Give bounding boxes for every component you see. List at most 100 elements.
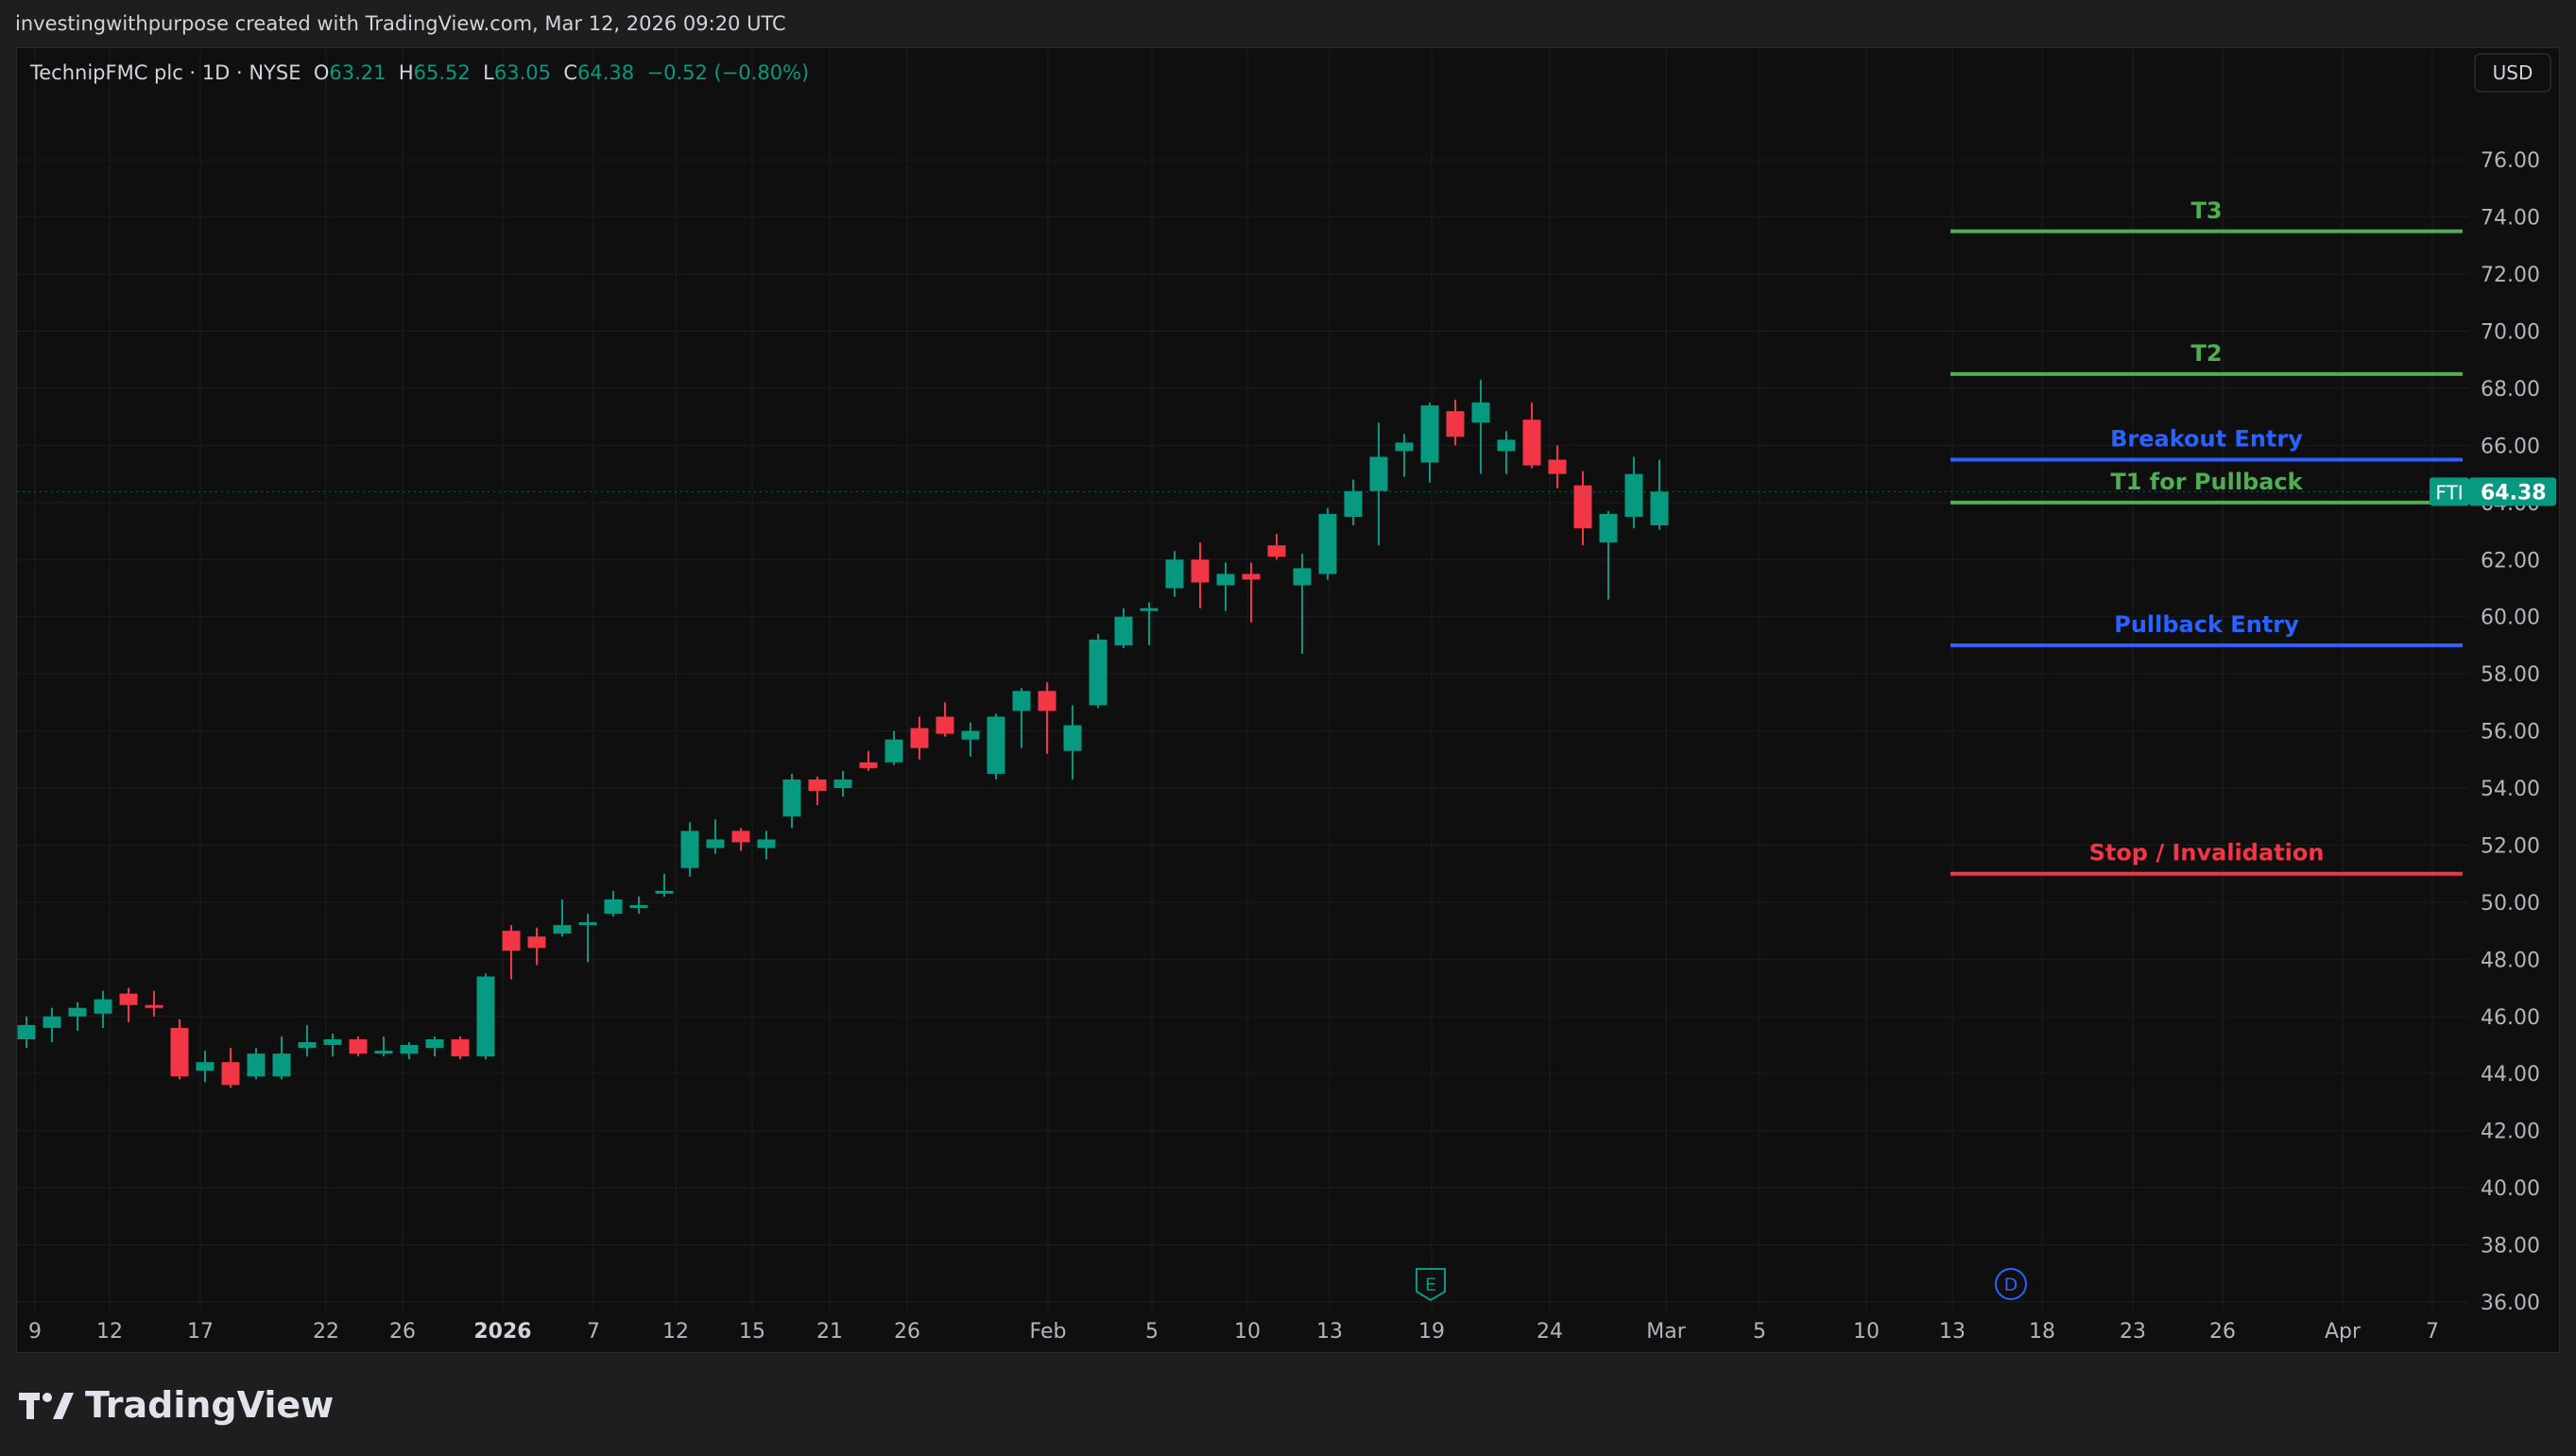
candle-body[interactable] xyxy=(94,999,112,1014)
candle-body[interactable] xyxy=(1344,490,1363,517)
candle-body[interactable] xyxy=(1599,513,1618,543)
candle-body[interactable] xyxy=(1089,639,1108,706)
time-axis-label: 21 xyxy=(816,1320,843,1344)
candle-body[interactable] xyxy=(1012,691,1031,711)
candle-body[interactable] xyxy=(196,1062,215,1071)
level-label: T3 xyxy=(2190,197,2222,224)
candle-body[interactable] xyxy=(757,839,776,848)
time-axis-label: 22 xyxy=(313,1320,339,1344)
candle-body[interactable] xyxy=(1497,439,1516,452)
candle-body[interactable] xyxy=(1395,442,1414,452)
price-axis-label: 56.00 xyxy=(2481,721,2540,745)
candle-body[interactable] xyxy=(68,1007,87,1017)
candle-body[interactable] xyxy=(1216,574,1235,586)
candle-body[interactable] xyxy=(272,1053,291,1077)
candle-body[interactable] xyxy=(349,1038,368,1054)
legend-close: 64.38 xyxy=(577,61,634,84)
price-axis-label: 52.00 xyxy=(2481,834,2540,858)
candle-body[interactable] xyxy=(731,831,750,843)
candle-body[interactable] xyxy=(833,779,852,789)
candle-body[interactable] xyxy=(1446,411,1465,437)
candle-body[interactable] xyxy=(1267,545,1286,557)
candle-body[interactable] xyxy=(425,1038,444,1049)
candle-body[interactable] xyxy=(782,779,801,817)
candle-body[interactable] xyxy=(808,779,827,792)
price-chart[interactable]: 36.00 38.00 40.00 42.00 44.00 46.00 48.00 50.00… xyxy=(17,48,2559,1352)
time-axis-label: 12 xyxy=(662,1320,689,1344)
candle-body[interactable] xyxy=(553,925,572,934)
candle-body[interactable] xyxy=(247,1053,266,1077)
time-axis-label: 19 xyxy=(1418,1320,1445,1344)
legend-change: −0.52 (−0.80%) xyxy=(646,61,809,84)
candle-body[interactable] xyxy=(451,1038,470,1057)
candle-body[interactable] xyxy=(323,1038,342,1046)
level-label: T2 xyxy=(2190,340,2222,367)
candle-body[interactable] xyxy=(859,762,878,768)
candle-body[interactable] xyxy=(961,730,980,740)
time-axis[interactable] xyxy=(17,1312,2559,1352)
candle-body[interactable] xyxy=(298,1042,317,1049)
time-axis-label: 10 xyxy=(1853,1320,1880,1344)
price-axis-label: 68.00 xyxy=(2481,378,2540,402)
candle-body[interactable] xyxy=(170,1027,189,1077)
candle-body[interactable] xyxy=(1038,691,1056,711)
time-axis-label: Feb xyxy=(1030,1320,1067,1344)
price-axis-label: 70.00 xyxy=(2481,321,2540,345)
candle-body[interactable] xyxy=(1522,420,1541,466)
candle-body[interactable] xyxy=(400,1045,419,1054)
candle-body[interactable] xyxy=(1420,405,1439,463)
candle-body[interactable] xyxy=(604,899,623,915)
candle-body[interactable] xyxy=(1114,616,1133,645)
candle-body[interactable] xyxy=(680,831,699,868)
candle-body[interactable] xyxy=(1191,559,1210,583)
candle-body[interactable] xyxy=(145,1004,163,1008)
ticker-tag-label: FTI xyxy=(2435,481,2463,504)
candle-body[interactable] xyxy=(17,1024,36,1039)
candle-body[interactable] xyxy=(1548,459,1567,474)
candle-body[interactable] xyxy=(1369,456,1388,491)
time-axis-label: 7 xyxy=(587,1320,600,1344)
candle-body[interactable] xyxy=(987,716,1005,774)
candle-body[interactable] xyxy=(884,739,903,762)
price-axis-label: 58.00 xyxy=(2481,663,2540,687)
price-axis-label: 38.00 xyxy=(2481,1235,2540,1259)
candle-body[interactable] xyxy=(119,993,138,1005)
candle-body[interactable] xyxy=(578,922,597,926)
legend-low: 63.05 xyxy=(494,61,551,84)
candle-body[interactable] xyxy=(1293,568,1312,586)
candle-body[interactable] xyxy=(43,1016,61,1028)
chart-panel[interactable]: 36.00 38.00 40.00 42.00 44.00 46.00 48.00 50.00… xyxy=(16,47,2560,1353)
earnings-marker[interactable] xyxy=(1416,1268,1446,1302)
candle-body[interactable] xyxy=(1318,513,1337,574)
candle-body[interactable] xyxy=(1471,403,1490,423)
candle-body[interactable] xyxy=(1063,725,1082,751)
tradingview-brand[interactable]: TradingView xyxy=(19,1381,334,1429)
candle-body[interactable] xyxy=(1573,485,1592,529)
candle-body[interactable] xyxy=(374,1051,393,1054)
candle-body[interactable] xyxy=(629,904,648,908)
candle-body[interactable] xyxy=(502,931,521,951)
candle-body[interactable] xyxy=(1165,559,1184,589)
currency-button[interactable] xyxy=(2474,53,2551,93)
price-axis[interactable] xyxy=(2469,48,2559,1312)
time-axis-label: 26 xyxy=(2209,1320,2236,1344)
candle-body[interactable] xyxy=(936,716,954,734)
price-axis-label: 48.00 xyxy=(2481,949,2540,972)
candle-body[interactable] xyxy=(706,839,725,848)
candle-body[interactable] xyxy=(221,1062,240,1086)
candle-body[interactable] xyxy=(1140,608,1159,611)
price-axis-label: 60.00 xyxy=(2481,607,2540,630)
candle-body[interactable] xyxy=(655,890,674,894)
legend-open: 63.21 xyxy=(329,61,386,84)
candle-body[interactable] xyxy=(1242,574,1261,580)
candle-body[interactable] xyxy=(1650,491,1669,526)
candle-body[interactable] xyxy=(1624,473,1643,517)
dividend-marker[interactable] xyxy=(1995,1268,2027,1300)
time-axis-label: 10 xyxy=(1234,1320,1261,1344)
price-axis-label: 50.00 xyxy=(2481,892,2540,916)
time-axis-label: 9 xyxy=(28,1320,42,1344)
candle-body[interactable] xyxy=(527,936,546,949)
candle-body[interactable] xyxy=(476,976,495,1057)
price-axis-label: 42.00 xyxy=(2481,1121,2540,1144)
candle-body[interactable] xyxy=(910,728,929,748)
